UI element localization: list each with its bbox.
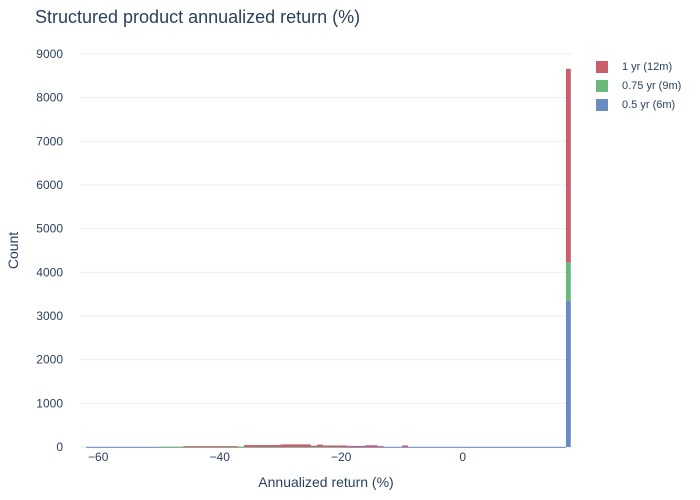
histogram-bar[interactable] xyxy=(244,445,281,447)
chart-title: Structured product annualized return (%) xyxy=(35,7,361,27)
x-tick-label: −60 xyxy=(88,450,109,464)
x-axis-title: Annualized return (%) xyxy=(258,474,393,490)
histogram-bar[interactable] xyxy=(347,445,366,447)
histogram-bar[interactable] xyxy=(322,445,348,447)
legend-item[interactable]: 0.5 yr (6m) xyxy=(596,95,681,114)
histogram-bar[interactable] xyxy=(86,446,159,448)
legend-swatch xyxy=(596,60,608,73)
x-tick-label: −40 xyxy=(210,450,231,464)
histogram-bar[interactable] xyxy=(365,445,378,447)
histogram-bar[interactable] xyxy=(341,446,463,448)
legend-item[interactable]: 1 yr (12m) xyxy=(596,57,681,76)
legend-item[interactable]: 0.75 yr (9m) xyxy=(596,76,681,95)
histogram-bar[interactable] xyxy=(462,446,566,448)
y-tick-label: 2000 xyxy=(36,353,63,367)
y-axis-title: Count xyxy=(5,232,21,269)
legend-swatch xyxy=(596,79,608,92)
histogram-bar[interactable] xyxy=(158,446,244,448)
histogram-bar[interactable] xyxy=(280,444,311,447)
histogram-bar[interactable] xyxy=(183,446,238,448)
y-tick-label: 9000 xyxy=(36,47,63,61)
x-tick-label: 0 xyxy=(459,450,466,464)
legend-label: 0.5 yr (6m) xyxy=(622,98,676,111)
histogram-bar[interactable] xyxy=(316,444,323,447)
legend-label: 1 yr (12m) xyxy=(622,60,673,73)
y-tick-label: 3000 xyxy=(36,309,63,323)
y-tick-label: 0 xyxy=(56,440,63,454)
histogram-bar[interactable] xyxy=(377,446,384,448)
y-tick-label: 4000 xyxy=(36,265,63,279)
x-tick-label: −20 xyxy=(331,450,352,464)
histogram-bar[interactable] xyxy=(244,446,342,448)
histogram-bar[interactable] xyxy=(565,300,571,447)
histogram-bar[interactable] xyxy=(565,68,571,263)
y-tick-label: 5000 xyxy=(36,222,63,236)
y-tick-label: 8000 xyxy=(36,91,63,105)
y-tick-label: 7000 xyxy=(36,134,63,148)
histogram-bar[interactable] xyxy=(401,445,408,447)
y-tick-label: 6000 xyxy=(36,178,63,192)
histogram-bar[interactable] xyxy=(310,445,317,447)
chart-legend[interactable]: 1 yr (12m) 0.75 yr (9m) 0.5 yr (6m) xyxy=(596,57,681,114)
y-tick-label: 1000 xyxy=(36,396,63,410)
legend-label: 0.75 yr (9m) xyxy=(622,79,682,92)
legend-swatch xyxy=(596,98,608,111)
histogram-bar[interactable] xyxy=(565,262,571,301)
